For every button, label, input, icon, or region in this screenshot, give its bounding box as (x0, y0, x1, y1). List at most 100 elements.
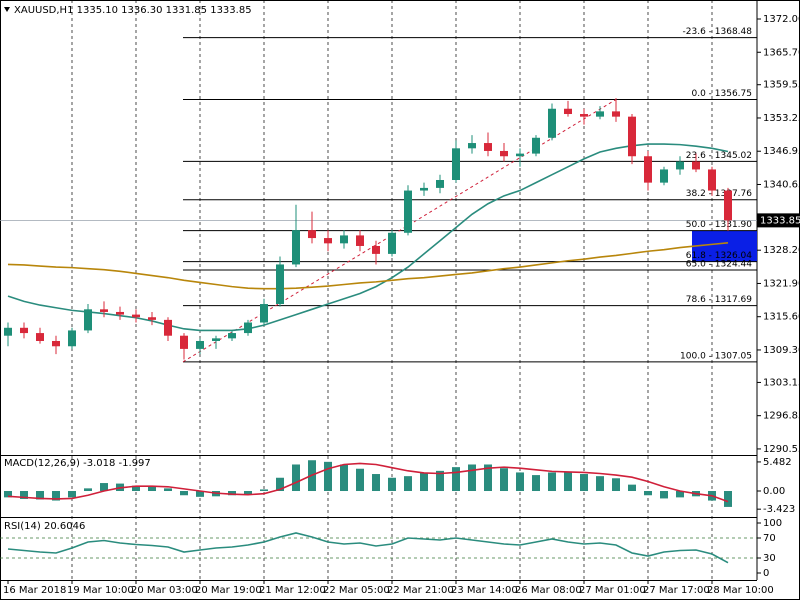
candle-body (228, 333, 236, 339)
y-tick-label: 70 (763, 533, 776, 544)
macd-bar (500, 468, 508, 492)
y-tick-label: 1296.85 (763, 411, 800, 422)
x-tick-label: 20 Mar 03:00 (131, 585, 198, 596)
candle-body (340, 235, 348, 244)
candle-body (196, 340, 204, 349)
macd-bar (100, 483, 108, 492)
y-tick-label: 1290.55 (763, 444, 800, 455)
macd-bar (324, 461, 332, 492)
candle-body (516, 153, 524, 157)
macd-bar (340, 464, 348, 492)
candle-body (404, 190, 412, 233)
fib-trend (182, 99, 617, 363)
candle-body (452, 148, 460, 180)
macd-bar (436, 470, 444, 492)
rsi-line (7, 532, 729, 564)
macd-bar (260, 489, 268, 492)
macd-bar (36, 491, 44, 500)
macd-bar (612, 478, 620, 492)
y-tick-label: 30 (763, 553, 776, 564)
macd-bar (516, 472, 524, 492)
candle-body (68, 330, 76, 347)
macd-bar (132, 485, 140, 492)
moving-average (7, 242, 729, 290)
candle-body (388, 232, 396, 254)
macd-bar (228, 491, 236, 496)
macd-bar (596, 476, 604, 492)
moving-average (7, 143, 729, 332)
macd-bar (292, 464, 300, 492)
last-price-label: 1333.85 (760, 215, 800, 226)
candle-body (276, 264, 284, 305)
macd-bar (724, 491, 732, 507)
macd-bar (484, 464, 492, 492)
x-tick-label: 22 Mar 21:00 (387, 585, 454, 596)
x-tick-label: 23 Mar 14:00 (451, 585, 518, 596)
macd-bar (644, 491, 652, 496)
macd-bar (452, 467, 460, 492)
candle-body (660, 169, 668, 183)
y-tick-label: 1328.20 (763, 245, 800, 256)
y-tick-label: 1309.30 (763, 345, 800, 356)
candle-body (212, 338, 220, 341)
candle-body (580, 114, 588, 117)
macd-title: MACD(12,26,9) -3.018 -1.997 (4, 458, 151, 469)
x-tick-label: 21 Mar 12:00 (259, 585, 326, 596)
macd-bar (84, 488, 92, 492)
macd-bar (244, 491, 252, 495)
candle-body (308, 230, 316, 239)
macd-bar (676, 491, 684, 498)
y-tick-label: 1303.15 (763, 377, 800, 388)
candle-body (596, 111, 604, 117)
symbol-icon (4, 7, 10, 12)
macd-bar (420, 472, 428, 492)
candle-body (52, 340, 60, 347)
macd-bar (404, 476, 412, 492)
macd-signal (7, 462, 729, 503)
macd-bar (372, 474, 380, 492)
y-tick-label: 1340.65 (763, 179, 800, 190)
candle-body (116, 311, 124, 315)
candle-body (532, 137, 540, 154)
y-tick-label: 1346.95 (763, 146, 800, 157)
candle-body (500, 150, 508, 157)
candle-body (36, 333, 44, 341)
x-tick-label: 19 Mar 10:00 (67, 585, 134, 596)
y-tick-label: 1372.00 (763, 14, 800, 25)
x-tick-label: 27 Mar 17:00 (643, 585, 710, 596)
candle-body (612, 111, 620, 117)
macd-bar (532, 475, 540, 492)
y-tick-label: 5.482 (763, 457, 792, 468)
candle-body (356, 235, 364, 246)
y-tick-label: 1353.25 (763, 113, 800, 124)
candle-body (84, 309, 92, 331)
macd-bar (52, 491, 60, 501)
candle-body (20, 327, 28, 334)
x-tick-label: 26 Mar 08:00 (515, 585, 582, 596)
fib-label: 23.6 - 1345.02 (686, 151, 752, 161)
candle-body (372, 245, 380, 254)
chart-title: XAUUSD,H1 1335.10 1336.30 1331.85 1333.8… (14, 5, 252, 16)
candle-body (724, 190, 732, 221)
last-price-box (757, 213, 799, 228)
fib-label: 38.2 - 1337.76 (686, 189, 752, 199)
fib-label: 65.0 - 1324.44 (686, 260, 752, 270)
candle-body (4, 327, 12, 336)
candle-body (148, 317, 156, 320)
x-tick-label: 20 Mar 19:00 (195, 585, 262, 596)
x-tick-label: 27 Mar 01:00 (579, 585, 646, 596)
macd-bar (660, 491, 668, 499)
macd-bar (564, 471, 572, 492)
macd-bar (196, 491, 204, 497)
macd-bar (164, 488, 172, 492)
candle-body (548, 108, 556, 138)
x-tick-label: 22 Mar 05:00 (323, 585, 390, 596)
macd-bar (4, 491, 12, 498)
y-tick-label: 0.00 (763, 486, 785, 497)
y-tick-label: 1365.70 (763, 47, 800, 58)
candle-body (676, 161, 684, 170)
x-tick-label: 16 Mar 2018 (3, 585, 66, 596)
fib-highlight (692, 230, 757, 262)
fib-label: 100.0 - 1307.05 (680, 351, 752, 361)
